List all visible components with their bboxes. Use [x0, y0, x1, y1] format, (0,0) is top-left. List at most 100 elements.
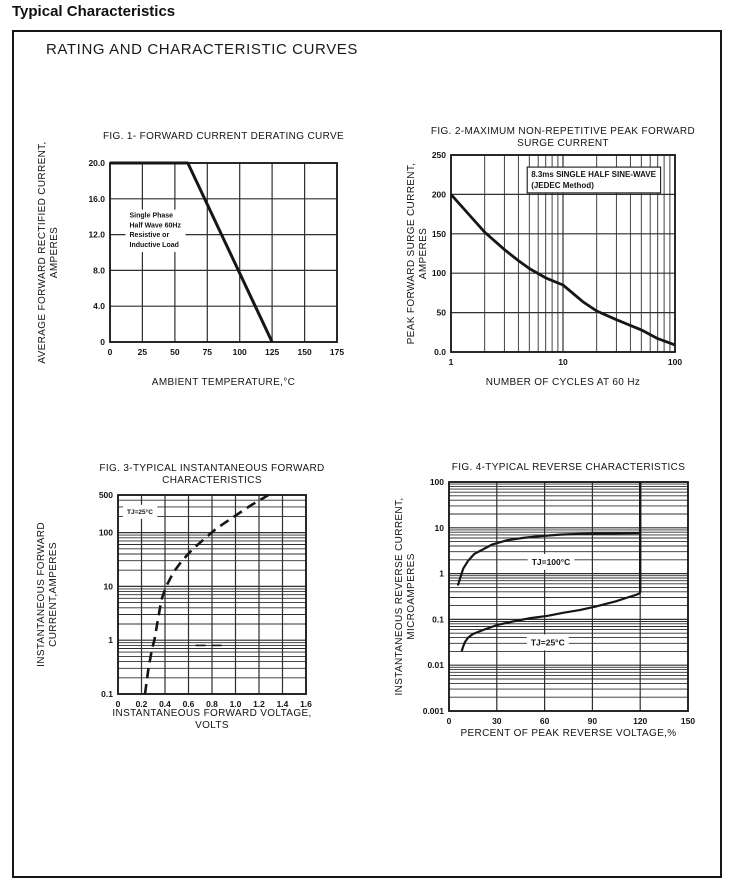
- x-tick-label: 1.4: [277, 699, 289, 709]
- plot-frame: [109, 162, 338, 343]
- y-tick-label: 8.0: [93, 265, 105, 275]
- y-tick-label: 16.0: [88, 194, 105, 204]
- y-tick-label: 0.001: [423, 706, 445, 716]
- chart-title: SURGE CURRENT: [517, 138, 609, 149]
- x-tick-label: 0.6: [183, 699, 195, 709]
- x-tick-label: 0: [447, 716, 452, 726]
- y-tick-label: 0.01: [427, 660, 444, 670]
- annotation: 8.3ms SINGLE HALF SINE-WAVE (JEDEC Method…: [526, 166, 662, 194]
- x-tick-label: 0.4: [159, 699, 171, 709]
- panel-heading: RATING AND CHARACTERISTIC CURVES: [46, 41, 359, 58]
- forward-characteristic-curve: [143, 493, 270, 695]
- x-axis-label: NUMBER OF CYCLES AT 60 Hz: [486, 377, 641, 388]
- annotation-background: [123, 504, 158, 519]
- x-tick-label: 75: [203, 347, 213, 357]
- plot-frame: [448, 481, 689, 712]
- annotation-text: TJ=25°C: [127, 508, 153, 516]
- tj-100c-curve: [456, 532, 641, 586]
- y-tick-label: 150: [432, 229, 446, 239]
- y-tick-label: 12.0: [88, 230, 105, 240]
- y-axis-label: AVERAGE FORWARD RECTIFIED CURRENT,: [37, 141, 48, 363]
- x-tick-label: 1: [449, 357, 454, 367]
- annotation: TJ=25°C: [526, 634, 569, 651]
- y-axis-label: INSTANTANEOUS FORWARD: [36, 522, 47, 667]
- annotation-background: [526, 634, 569, 651]
- x-tick-label: 125: [265, 347, 279, 357]
- x-tick-label: 150: [298, 347, 312, 357]
- y-tick-label: 0.1: [432, 614, 444, 624]
- y-tick-label: 100: [432, 268, 446, 278]
- y-tick-label: 200: [432, 189, 446, 199]
- x-tick-label: 0.8: [206, 699, 218, 709]
- x-tick-label: 0: [116, 699, 121, 709]
- x-tick-label: 150: [681, 716, 695, 726]
- fig3-instantaneous-forward-characteristics-chart: 0.1 1 10 100 500 0 0.2 0.4 0.6 0.8 1.0 1.2 1.4 1.6 FIG…: [36, 463, 324, 731]
- annotation: Single Phase Half Wave 60Hz Resistive or In…: [125, 209, 186, 252]
- x-axis-label: PERCENT OF PEAK REVERSE VOLTAGE,%: [460, 728, 676, 739]
- y-tick-label: 1: [439, 569, 444, 579]
- x-tick-label: 1.0: [230, 699, 242, 709]
- annotation-text: TJ=25°C: [531, 637, 565, 647]
- annotation: TJ=25°C: [123, 504, 158, 519]
- chart-title: FIG. 2-MAXIMUM NON-REPETITIVE PEAK FORWA…: [431, 126, 695, 137]
- y-tick-label: 100: [430, 477, 444, 487]
- y-axis-label: CURRENT,AMPERES: [48, 542, 59, 647]
- y-tick-label: 10: [435, 523, 445, 533]
- x-tick-label: 10: [558, 357, 568, 367]
- fig4-reverse-characteristics-chart: 0.001 0.01 0.1 1 10 100 0 30 60 90 120 150 FIG. 4-TY…: [394, 462, 695, 739]
- y-tick-label: 0.1: [101, 689, 113, 699]
- annotation-text: Single Phase: [130, 213, 174, 220]
- y-axis-label: MICROAMPERES: [406, 553, 417, 639]
- y-tick-label: 0.0: [434, 347, 446, 357]
- fig2-peak-forward-surge-current-chart: 0.0 50 100 150 200 250 1 10 100 FIG. 2-MAXIMUM NO…: [406, 126, 695, 388]
- x-tick-label: 175: [330, 347, 344, 357]
- derating-curve: [110, 161, 274, 343]
- y-tick-label: 100: [99, 528, 113, 538]
- x-axis-label: AMBIENT TEMPERATURE,°C: [152, 377, 295, 388]
- x-tick-label: 0: [108, 347, 113, 357]
- y-axis-label: AMPERES: [418, 228, 429, 279]
- y-tick-label: 250: [432, 150, 446, 160]
- y-axis-label: INSTANTANEOUS REVERSE CURRENT,: [394, 498, 405, 696]
- x-axis-label: INSTANTANEOUS FORWARD VOLTAGE,: [112, 708, 311, 719]
- x-axis-label: VOLTS: [195, 720, 229, 731]
- annotation-text: Inductive Load: [130, 242, 179, 249]
- y-tick-label: 50: [437, 308, 447, 318]
- chart-title: CHARACTERISTICS: [162, 475, 262, 486]
- annotation-background: [527, 553, 575, 570]
- x-tick-label: 120: [633, 716, 647, 726]
- x-tick-label: 90: [588, 716, 598, 726]
- x-tick-label: 100: [668, 357, 682, 367]
- annotation-text: (JEDEC Method): [531, 181, 594, 190]
- plot-frame: [117, 494, 307, 695]
- surge-current-curve: [449, 193, 676, 347]
- x-tick-label: 50: [170, 347, 180, 357]
- x-tick-label: 1.6: [300, 699, 312, 709]
- annotation-text: TJ=100°C: [532, 557, 571, 567]
- page-title: Typical Characteristics: [12, 3, 176, 20]
- annotation-text: Resistive or: [130, 232, 170, 239]
- x-tick-label: 100: [233, 347, 247, 357]
- annotation-text: Half Wave 60Hz: [130, 222, 182, 229]
- x-tick-label: 25: [138, 347, 148, 357]
- chart-title: FIG. 1- FORWARD CURRENT DERATING CURVE: [103, 131, 344, 142]
- y-tick-label: 4.0: [93, 301, 105, 311]
- y-tick-label: 1: [108, 635, 113, 645]
- annotation-text: 8.3ms SINGLE HALF SINE-WAVE: [531, 170, 656, 179]
- y-tick-label: 20.0: [88, 158, 105, 168]
- x-tick-label: 60: [540, 716, 550, 726]
- y-axis-label: PEAK FORWARD SURGE CURRENT,: [406, 163, 417, 345]
- annotation: TJ=100°C: [527, 553, 575, 570]
- chart-title: FIG. 3-TYPICAL INSTANTANEOUS FORWARD: [99, 463, 324, 474]
- fig1-forward-current-derating-chart: 0 4.0 8.0 12.0 16.0 20.0 0 25 50 75 100 125 150 175 FI…: [37, 131, 344, 388]
- x-tick-label: 1.2: [253, 699, 265, 709]
- annotation-background: [125, 209, 186, 252]
- y-tick-label: 500: [99, 490, 113, 500]
- x-tick-label: 0.2: [136, 699, 148, 709]
- annotation-box: [526, 166, 662, 194]
- y-tick-label: 10: [104, 581, 114, 591]
- y-axis-label: AMPERES: [49, 227, 60, 278]
- x-tick-label: 30: [492, 716, 502, 726]
- tj-25c-curve: [460, 591, 641, 652]
